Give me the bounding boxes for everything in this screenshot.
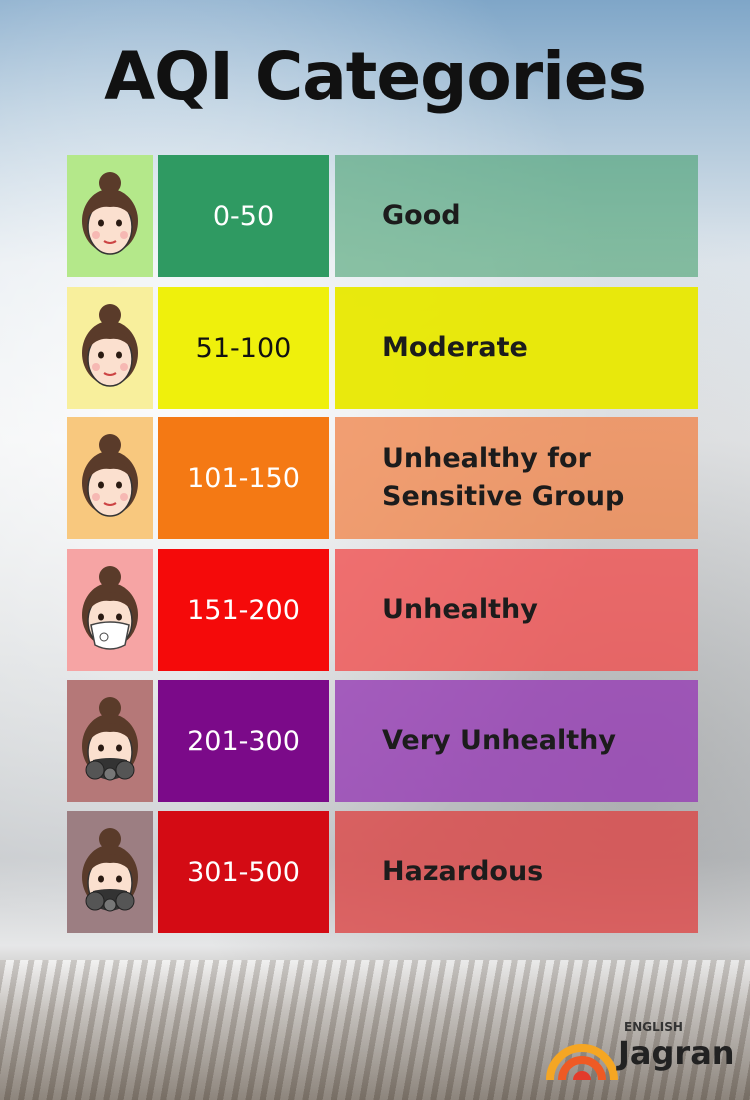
aqi-category-cell: Unhealthy — [335, 549, 698, 671]
face-icon — [82, 828, 138, 912]
aqi-category-cell: Unhealthy for Sensitive Group — [335, 417, 698, 539]
face-cell — [67, 417, 153, 539]
brand-top: ENGLISH — [624, 1020, 683, 1034]
aqi-category-cell: Very Unhealthy — [335, 680, 698, 802]
face-cell — [67, 811, 153, 933]
logo-sun — [546, 1044, 618, 1081]
aqi-range: 101-150 — [158, 417, 329, 539]
aqi-category: Hazardous — [382, 856, 544, 887]
brand-logo: ENGLISH Jagran — [542, 1018, 735, 1088]
aqi-category: Moderate — [382, 332, 528, 363]
brand-name: Jagran — [618, 1034, 735, 1072]
aqi-row: 51-100 Moderate — [67, 287, 698, 409]
aqi-category-cell: Hazardous — [335, 811, 698, 933]
aqi-range: 151-200 — [158, 549, 329, 671]
aqi-category: Very Unhealthy — [382, 725, 616, 756]
face-cell — [67, 155, 153, 277]
face-cell — [67, 680, 153, 802]
aqi-row: 0-50 Good — [67, 155, 698, 277]
aqi-row: 151-200 Unhealthy — [67, 549, 698, 671]
aqi-range: 51-100 — [158, 287, 329, 409]
aqi-row: 301-500 Hazardous — [67, 811, 698, 933]
aqi-category-cell: Good — [335, 155, 698, 277]
face-cell — [67, 549, 153, 671]
face-icon — [82, 697, 138, 781]
aqi-range: 201-300 — [158, 680, 329, 802]
aqi-row: 101-150 Unhealthy for Sensitive Group — [67, 417, 698, 539]
face-cell — [67, 287, 153, 409]
aqi-category: Unhealthy for Sensitive Group — [382, 443, 625, 512]
aqi-range: 0-50 — [158, 155, 329, 277]
face-icon — [82, 434, 138, 517]
face-icon — [82, 172, 138, 255]
aqi-category-cell: Moderate — [335, 287, 698, 409]
aqi-row: 201-300 Very Unhealthy — [67, 680, 698, 802]
title: AQI Categories — [104, 38, 647, 115]
aqi-category: Good — [382, 200, 461, 231]
aqi-range: 301-500 — [158, 811, 329, 933]
face-icon — [82, 304, 138, 387]
aqi-category: Unhealthy — [382, 594, 538, 625]
face-icon — [82, 566, 138, 650]
background-crowd — [0, 960, 750, 1100]
